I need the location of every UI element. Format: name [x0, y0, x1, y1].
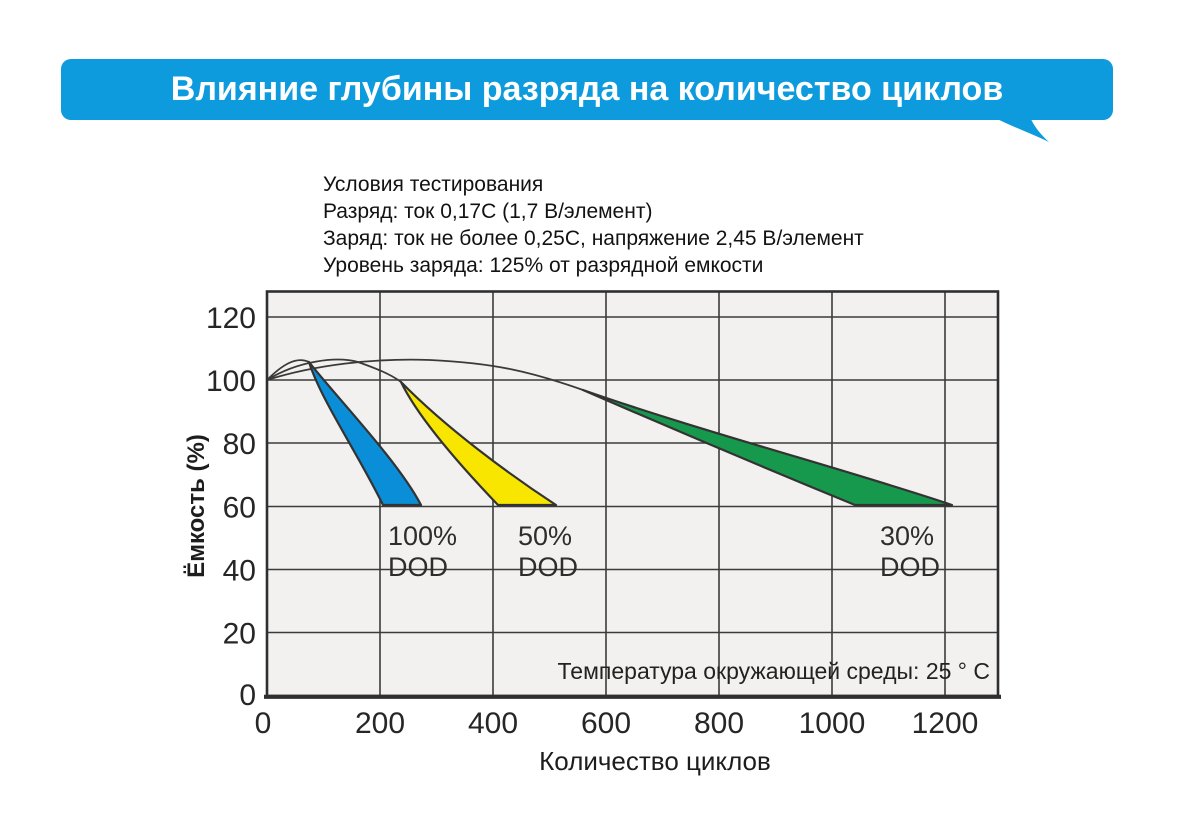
band-50dod: [399, 380, 558, 507]
band-label-line: DOD: [880, 552, 940, 582]
x-axis-title: Количество циклов: [539, 746, 771, 776]
banner-tail: [993, 117, 1049, 142]
band-label-50dod: 50% DOD: [518, 521, 578, 582]
x-tick: 200: [355, 707, 405, 740]
y-tick: 60: [223, 492, 256, 525]
band-30dod: [581, 388, 954, 507]
band-label-100dod: 100% DOD: [388, 521, 457, 582]
band-label-30dod: 30% DOD: [880, 521, 940, 582]
y-axis-title: Ёмкость (%): [183, 434, 210, 578]
y-tick: 80: [223, 428, 256, 461]
band-label-line: 30%: [880, 521, 934, 551]
test-conditions: Условия тестирования Разряд: ток 0,17C (…: [323, 171, 864, 279]
conditions-line: Условия тестирования: [323, 173, 544, 196]
y-tick-labels: 120 100 80 60 40 20 0: [206, 302, 256, 712]
x-tick: 1200: [912, 707, 979, 740]
conditions-line: Разряд: ток 0,17C (1,7 В/элемент): [323, 200, 653, 223]
conditions-line: Заряд: ток не более 0,25C, напряжение 2,…: [323, 227, 864, 250]
x-tick: 600: [581, 707, 631, 740]
y-tick: 100: [206, 365, 256, 398]
y-tick: 40: [223, 555, 256, 588]
x-tick: 0: [255, 707, 272, 740]
y-tick: 120: [206, 302, 256, 335]
x-tick: 800: [694, 707, 744, 740]
temperature-note: Температура окружающей среды: 25 ° C: [558, 658, 990, 684]
conditions-line: Уровень заряда: 125% от разрядной емкост…: [323, 254, 764, 277]
band-label-line: 100%: [388, 521, 457, 551]
fan-curve-100dod: [266, 359, 310, 381]
band-label-line: 50%: [518, 521, 572, 551]
band-label-line: DOD: [388, 552, 448, 582]
y-tick: 0: [239, 679, 256, 712]
title-banner: Влияние глубины разряда на количество ци…: [61, 59, 1113, 120]
y-tick: 20: [223, 618, 256, 651]
x-tick: 1000: [799, 707, 866, 740]
x-tick-labels: 0 200 400 600 800 1000 1200: [255, 707, 979, 740]
gridlines: [267, 291, 998, 696]
band-label-line: DOD: [518, 552, 578, 582]
dod-cycles-chart: 120 100 80 60 40 20 0 0 200 400 600 800 …: [183, 290, 1001, 776]
page-title: Влияние глубины разряда на количество ци…: [170, 70, 1004, 108]
x-tick: 400: [468, 707, 518, 740]
band-100dod: [307, 360, 423, 507]
